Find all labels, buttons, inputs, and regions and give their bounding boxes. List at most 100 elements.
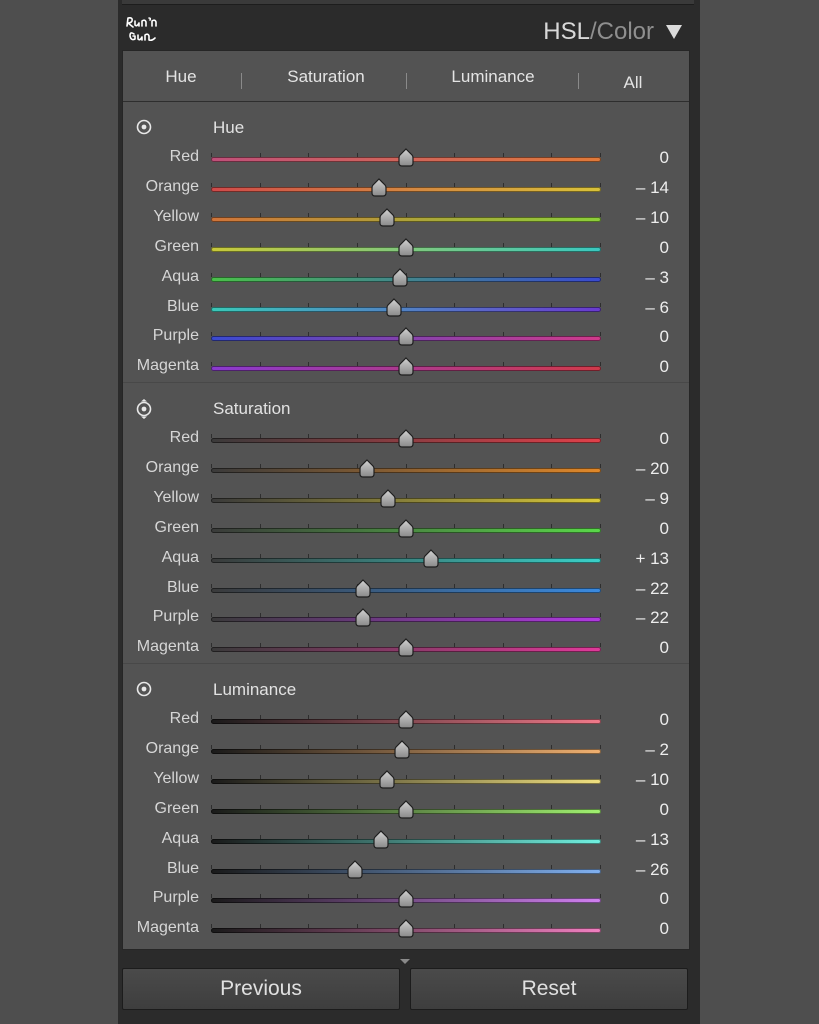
slider-track[interactable]: [211, 518, 601, 538]
target-adjustment-icon[interactable]: [135, 680, 153, 698]
slider-value[interactable]: – 22: [635, 608, 669, 628]
tab-all[interactable]: All: [623, 73, 643, 92]
slider-tick: [308, 744, 309, 749]
slider-track[interactable]: [211, 889, 601, 908]
slider-value[interactable]: – 14: [635, 177, 669, 197]
target-adjustment-icon[interactable]: [135, 399, 153, 419]
slider-thumb[interactable]: [372, 829, 390, 850]
slider-tick: [600, 553, 601, 558]
slider-track[interactable]: [211, 488, 601, 508]
slider-track[interactable]: [211, 327, 601, 346]
slider-value[interactable]: – 26: [635, 859, 669, 879]
slider-track[interactable]: [211, 178, 601, 197]
panel-title-hsl[interactable]: HSL: [543, 18, 590, 45]
slider-track[interactable]: [211, 459, 601, 478]
slider-track[interactable]: [211, 799, 601, 819]
slider-track[interactable]: [211, 638, 601, 657]
slider-thumb[interactable]: [354, 608, 372, 628]
tab-hue[interactable]: Hue: [165, 67, 197, 86]
slider-tick: [406, 463, 407, 468]
panel-title[interactable]: HSL/Color: [543, 18, 654, 46]
slider-track[interactable]: [211, 207, 601, 227]
slider-thumb[interactable]: [378, 207, 396, 228]
slider-thumb[interactable]: [397, 889, 415, 909]
slider-track[interactable]: [211, 608, 601, 627]
slider-thumb[interactable]: [397, 357, 415, 377]
panel-title-color[interactable]: Color: [596, 18, 654, 45]
slider-thumb[interactable]: [391, 267, 409, 288]
slider-tick: [454, 894, 455, 899]
tab-saturation[interactable]: Saturation: [287, 67, 365, 86]
slider-thumb[interactable]: [385, 297, 403, 318]
slider-thumb[interactable]: [397, 638, 415, 658]
slider-value[interactable]: 0: [659, 148, 669, 167]
slider-track[interactable]: [211, 769, 601, 789]
slider-thumb[interactable]: [378, 769, 396, 790]
slider-tick: [454, 272, 455, 277]
tab-luminance[interactable]: Luminance: [451, 67, 535, 86]
slider-track[interactable]: [211, 548, 601, 568]
slider-value[interactable]: 0: [659, 919, 669, 939]
reset-button[interactable]: Reset: [410, 968, 688, 1010]
slider-track[interactable]: [211, 859, 601, 879]
slider-value[interactable]: – 3: [645, 267, 669, 287]
slider-track[interactable]: [211, 429, 601, 448]
slider-thumb[interactable]: [397, 518, 415, 539]
slider-value[interactable]: – 22: [635, 578, 669, 598]
slider-value[interactable]: 0: [659, 518, 669, 538]
slider-row-orange: Orange – 20: [123, 459, 689, 489]
slider-label: Yellow: [153, 769, 199, 787]
slider-value[interactable]: – 10: [635, 769, 669, 789]
slider-tick: [406, 182, 407, 187]
slider-thumb[interactable]: [354, 578, 372, 599]
slider-thumb[interactable]: [379, 488, 397, 509]
slider-track[interactable]: [211, 297, 601, 317]
slider-value[interactable]: 0: [659, 889, 669, 909]
slider-value[interactable]: 0: [659, 237, 669, 257]
slider-value[interactable]: 0: [659, 799, 669, 819]
slider-value[interactable]: – 10: [635, 207, 669, 227]
slider-value[interactable]: 0: [659, 429, 669, 448]
slider-track[interactable]: [211, 357, 601, 376]
slider-track[interactable]: [211, 829, 601, 849]
slider-thumb[interactable]: [346, 859, 364, 880]
previous-button[interactable]: Previous: [122, 968, 400, 1010]
triangle-down-icon[interactable]: [666, 25, 682, 39]
slider-track[interactable]: [211, 267, 601, 287]
target-adjustment-icon[interactable]: [135, 118, 153, 136]
slider-value[interactable]: 0: [659, 710, 669, 729]
slider-track[interactable]: [211, 237, 601, 257]
slider-track[interactable]: [211, 740, 601, 759]
slider-track[interactable]: [211, 919, 601, 938]
panel-header[interactable]: HSL/Color: [118, 8, 700, 50]
slider-thumb[interactable]: [422, 548, 440, 569]
slider-track[interactable]: [211, 578, 601, 598]
slider-thumb[interactable]: [397, 799, 415, 820]
slider-tick: [503, 643, 504, 648]
slider-label: Blue: [166, 297, 199, 315]
slider-thumb[interactable]: [393, 740, 411, 760]
slider-value[interactable]: – 20: [635, 458, 669, 478]
slider-thumb[interactable]: [358, 459, 376, 479]
slider-thumb[interactable]: [397, 710, 415, 730]
slider-track[interactable]: [211, 710, 601, 729]
slider-value[interactable]: – 9: [645, 488, 669, 508]
slider-thumb[interactable]: [397, 237, 415, 258]
slider-thumb[interactable]: [397, 429, 415, 449]
slider-value[interactable]: 0: [659, 327, 669, 347]
slider-thumb[interactable]: [397, 148, 415, 168]
slider-tick: [308, 434, 309, 438]
slider-value[interactable]: 0: [659, 357, 669, 377]
slider-thumb[interactable]: [397, 919, 415, 939]
slider-value[interactable]: – 13: [635, 829, 669, 849]
slider-track[interactable]: [211, 148, 601, 167]
slider-value[interactable]: – 2: [645, 739, 669, 759]
slider-tick: [503, 362, 504, 367]
slider-value[interactable]: 0: [659, 638, 669, 658]
slider-value[interactable]: + 13: [635, 548, 669, 568]
slider-value[interactable]: – 6: [645, 297, 669, 317]
slider-thumb[interactable]: [397, 327, 415, 347]
slider-row-purple: Purple 0: [123, 889, 689, 919]
slider-tick: [454, 182, 455, 187]
slider-thumb[interactable]: [370, 178, 388, 198]
